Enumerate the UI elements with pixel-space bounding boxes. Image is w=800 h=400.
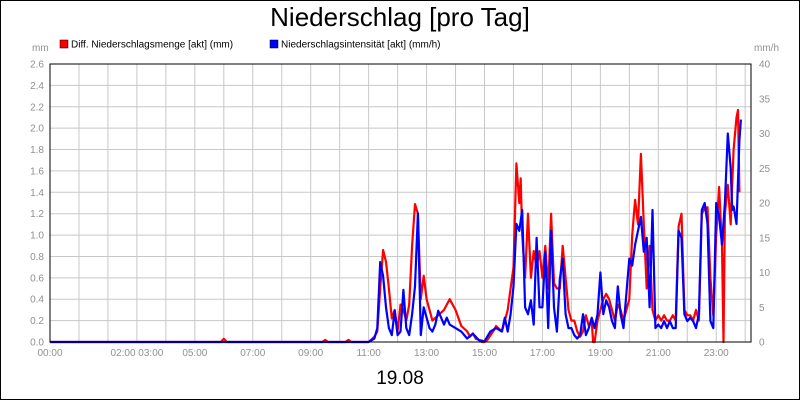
- y-left-tick-label: 2.4: [30, 81, 44, 92]
- series-layer: [50, 108, 742, 344]
- y-left-tick-label: 1.4: [30, 188, 44, 199]
- y-right-tick-label: 5: [759, 303, 765, 314]
- y-left-tick-label: 1.2: [30, 209, 44, 220]
- x-tick-label: 23:00: [704, 348, 729, 359]
- y-left-unit: mm: [32, 43, 49, 54]
- x-tick-label: 15:00: [472, 348, 497, 359]
- y-left-tick-label: 1.6: [30, 166, 44, 177]
- x-tick-label: 09:00: [298, 348, 323, 359]
- y-right-tick-label: 30: [759, 129, 771, 140]
- x-tick-label: 17:00: [530, 348, 555, 359]
- y-left-tick-label: 2.0: [30, 124, 44, 135]
- y-left-tick-label: 1.8: [30, 145, 44, 156]
- y-left-tick-label: 0.2: [30, 316, 44, 327]
- y-right-unit: mm/h: [754, 43, 779, 54]
- x-tick-label: 05:00: [182, 348, 207, 359]
- legend-label-intensity: Niederschlagsintensität [akt] (mm/h): [281, 40, 441, 51]
- legend-swatch-red: [59, 39, 69, 49]
- legend: Diff. Niederschlagsmenge [akt] (mm) Nied…: [59, 39, 441, 51]
- legend-label-diff: Diff. Niederschlagsmenge [akt] (mm): [71, 40, 233, 51]
- y-right-tick-label: 10: [759, 268, 771, 279]
- chart-title: Niederschlag [pro Tag]: [270, 2, 530, 32]
- y-right-tick-label: 20: [759, 199, 771, 210]
- y-left-tick-label: 2.6: [30, 60, 44, 71]
- x-tick-label: 02:00 03:00: [110, 348, 163, 359]
- x-tick-label: 00:00: [37, 348, 62, 359]
- y-left-tick-label: 0.6: [30, 273, 44, 284]
- y-right-tick-label: 35: [759, 94, 771, 105]
- date-label: 19.08: [376, 368, 424, 389]
- y-right-tick-label: 25: [759, 164, 771, 175]
- series-line-niederschlagsintensitaet: [50, 119, 742, 344]
- x-tick-label: 13:00: [414, 348, 439, 359]
- y-left-tick-label: 0.8: [30, 252, 44, 263]
- y-left-tick-label: 0.0: [30, 338, 44, 349]
- y-left-tick-label: 2.2: [30, 102, 44, 113]
- y-left-tick-label: 1.0: [30, 231, 44, 242]
- x-tick-label: 11:00: [356, 348, 381, 359]
- y-right-tick-label: 0: [759, 338, 765, 349]
- y-right-ticks: 0 5 10 15 20 25 30 35 40: [759, 60, 771, 349]
- y-right-tick-label: 40: [759, 60, 771, 71]
- plot-area-border: [49, 63, 752, 343]
- y-left-ticks: 0.0 0.2 0.4 0.6 0.8 1.0 1.2 1.4 1.6 1.8 2.0 2.2 2.4 2…: [30, 60, 44, 349]
- x-tick-label: 07:00: [240, 348, 265, 359]
- grid: [50, 63, 751, 343]
- x-tick-label: 21:00: [646, 348, 671, 359]
- x-ticks: 00:00 02:00 03:00 05:00 07:00 09:00 11:00 13:0…: [37, 348, 729, 359]
- y-left-tick-label: 0.4: [30, 295, 44, 306]
- x-tick-label: 19:00: [588, 348, 613, 359]
- series-line-diff-niederschlagsmenge: [50, 108, 741, 344]
- y-right-tick-label: 15: [759, 233, 771, 244]
- legend-swatch-blue: [269, 39, 279, 49]
